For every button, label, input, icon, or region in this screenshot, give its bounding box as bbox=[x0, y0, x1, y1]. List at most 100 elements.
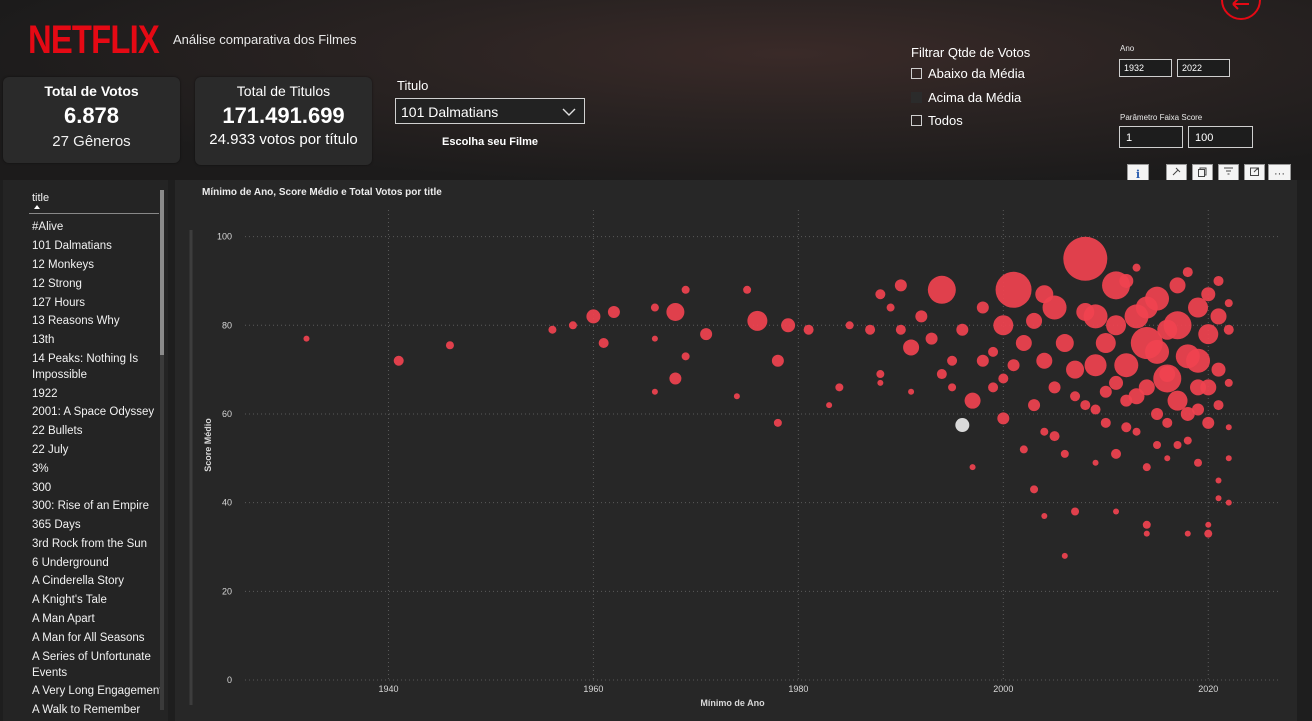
data-point[interactable] bbox=[1121, 422, 1132, 433]
title-list-item[interactable]: A Series of Unfortunate Events bbox=[32, 650, 151, 679]
data-point[interactable] bbox=[1215, 477, 1222, 484]
data-point[interactable] bbox=[1205, 521, 1212, 528]
data-point[interactable] bbox=[1114, 353, 1139, 378]
data-point[interactable] bbox=[393, 355, 404, 366]
data-point[interactable] bbox=[1167, 390, 1188, 411]
title-list-item[interactable]: 1922 bbox=[32, 387, 58, 400]
title-list-item[interactable]: 12 Monkeys bbox=[32, 258, 95, 271]
data-point[interactable] bbox=[666, 302, 685, 321]
data-point[interactable] bbox=[681, 352, 690, 361]
data-point[interactable] bbox=[903, 339, 920, 356]
title-list-item[interactable]: 127 Hours bbox=[32, 296, 86, 309]
data-point[interactable] bbox=[1030, 485, 1039, 494]
data-point[interactable] bbox=[1066, 360, 1085, 379]
data-point[interactable] bbox=[1224, 299, 1233, 308]
title-list-item[interactable]: 22 July bbox=[32, 443, 69, 456]
data-point[interactable] bbox=[1040, 427, 1049, 436]
data-point[interactable] bbox=[1194, 458, 1203, 467]
data-point[interactable] bbox=[1225, 499, 1232, 506]
data-point[interactable] bbox=[964, 392, 981, 409]
title-list-item[interactable]: 365 Days bbox=[32, 519, 81, 532]
data-point[interactable] bbox=[1106, 315, 1127, 336]
data-point[interactable] bbox=[1183, 436, 1192, 445]
title-list-item[interactable]: A Cinderella Story bbox=[32, 575, 125, 588]
option-acima-media[interactable]: Acima da Média bbox=[911, 90, 1021, 108]
title-list-item[interactable]: 300 bbox=[32, 481, 52, 494]
data-point[interactable] bbox=[1120, 394, 1133, 407]
data-point[interactable] bbox=[1076, 302, 1095, 321]
data-point[interactable] bbox=[976, 301, 989, 314]
title-list-header[interactable]: title bbox=[32, 192, 50, 204]
data-point[interactable] bbox=[895, 324, 906, 335]
data-point[interactable] bbox=[1132, 427, 1141, 436]
title-list-item[interactable]: 6 Underground bbox=[32, 556, 109, 569]
data-point[interactable] bbox=[1090, 404, 1101, 415]
data-point[interactable] bbox=[1049, 431, 1060, 442]
title-list-item[interactable]: 300: Rise of an Empire bbox=[32, 500, 149, 513]
data-point[interactable] bbox=[1113, 508, 1120, 515]
data-point[interactable] bbox=[1099, 385, 1112, 398]
data-point[interactable] bbox=[1084, 354, 1107, 377]
data-point[interactable] bbox=[1138, 379, 1155, 396]
data-point[interactable] bbox=[925, 332, 938, 345]
score-from-input[interactable]: 1 bbox=[1119, 126, 1183, 148]
data-point[interactable] bbox=[976, 354, 989, 367]
data-point[interactable] bbox=[568, 321, 577, 330]
data-point[interactable] bbox=[915, 310, 928, 323]
data-point[interactable] bbox=[669, 372, 682, 385]
data-point[interactable] bbox=[845, 321, 854, 330]
data-point[interactable] bbox=[835, 383, 844, 392]
data-point[interactable] bbox=[1035, 285, 1054, 304]
data-point[interactable] bbox=[877, 379, 884, 386]
title-list-item[interactable]: A Very Long Engagement bbox=[32, 685, 163, 698]
data-point[interactable] bbox=[1169, 277, 1186, 294]
title-list-item[interactable]: 101 Dalmatians bbox=[32, 240, 112, 253]
data-point[interactable] bbox=[1211, 362, 1226, 377]
data-point[interactable] bbox=[303, 335, 310, 342]
data-point[interactable] bbox=[1157, 319, 1178, 340]
data-point[interactable] bbox=[1080, 400, 1091, 411]
data-point[interactable] bbox=[773, 418, 782, 427]
data-point[interactable] bbox=[586, 309, 601, 324]
data-point[interactable] bbox=[651, 335, 658, 342]
data-point[interactable] bbox=[936, 369, 947, 380]
highlighted-point[interactable] bbox=[955, 418, 970, 433]
data-point[interactable] bbox=[998, 373, 1009, 384]
data-point[interactable] bbox=[781, 318, 796, 333]
data-point[interactable] bbox=[651, 388, 658, 395]
data-point[interactable] bbox=[1142, 463, 1151, 472]
data-point[interactable] bbox=[1164, 455, 1171, 462]
data-point[interactable] bbox=[826, 402, 833, 409]
data-point[interactable] bbox=[1184, 530, 1191, 537]
title-list-item[interactable]: A Man for All Seasons bbox=[32, 631, 145, 644]
data-point[interactable] bbox=[743, 285, 752, 294]
data-point[interactable] bbox=[865, 324, 876, 335]
data-point[interactable] bbox=[1028, 399, 1041, 412]
data-point[interactable] bbox=[1192, 403, 1205, 416]
data-point[interactable] bbox=[1213, 275, 1224, 286]
title-list-item[interactable]: 3rd Rock from the Sun bbox=[32, 537, 148, 550]
data-point[interactable] bbox=[1119, 273, 1134, 288]
data-point[interactable] bbox=[1063, 236, 1108, 281]
data-point[interactable] bbox=[1015, 335, 1032, 352]
data-point[interactable] bbox=[1143, 530, 1150, 537]
checkbox[interactable] bbox=[911, 92, 922, 103]
data-point[interactable] bbox=[1019, 445, 1028, 454]
data-point[interactable] bbox=[548, 325, 557, 334]
data-point[interactable] bbox=[1202, 416, 1215, 429]
scatter-chart[interactable]: 1940 1960 1980 2000 2020 0 20 40 60 80 100 Mínimo d… bbox=[175, 180, 1297, 721]
data-point[interactable] bbox=[650, 303, 659, 312]
data-point[interactable] bbox=[988, 346, 999, 357]
data-point[interactable] bbox=[1048, 381, 1061, 394]
data-point[interactable] bbox=[598, 338, 609, 349]
data-point[interactable] bbox=[1180, 406, 1195, 421]
data-point[interactable] bbox=[908, 388, 915, 395]
data-point[interactable] bbox=[1060, 449, 1069, 458]
data-point[interactable] bbox=[948, 383, 957, 392]
data-point[interactable] bbox=[1026, 312, 1043, 329]
titulo-dropdown[interactable]: 101 Dalmatians bbox=[395, 98, 585, 124]
ano-to-input[interactable]: 2022 bbox=[1177, 59, 1230, 77]
data-point[interactable] bbox=[886, 303, 895, 312]
option-abaixo-media[interactable]: Abaixo da Média bbox=[911, 66, 1025, 84]
data-point[interactable] bbox=[993, 315, 1014, 336]
